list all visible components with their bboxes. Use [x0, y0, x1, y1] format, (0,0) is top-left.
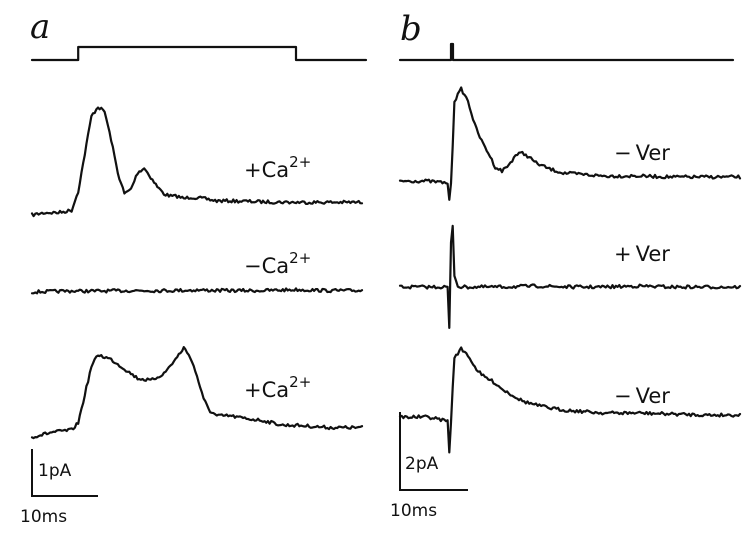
trace-b-minus-ver-2: [398, 346, 742, 454]
trace-a-plus-ca-1: [30, 106, 364, 218]
trace-a-plus-ca-2: [30, 346, 364, 440]
scale-label-a-current: 1pA: [38, 461, 72, 481]
label-a-minus-ca: −Ca2+: [244, 249, 311, 278]
scale-bar-b: [399, 412, 468, 491]
scale-bar-a: [31, 449, 98, 497]
label-a-plus-ca-2: +Ca2+: [244, 373, 311, 402]
label-b-minus-ver-1: − Ver: [614, 141, 670, 165]
trace-b-plus-ver: [398, 224, 742, 329]
trace-a-minus-ca: [30, 287, 364, 295]
panel-letter-b: b: [400, 9, 422, 49]
scale-label-b-current: 2pA: [405, 454, 439, 474]
label-b-plus-ver: + Ver: [614, 242, 670, 266]
label-a-plus-ca-1: +Ca2+: [244, 153, 311, 182]
scale-label-b-time: 10ms: [390, 501, 437, 521]
stimulus-pulse-b: [398, 42, 735, 62]
panel-letter-a: a: [30, 7, 50, 47]
scale-label-a-time: 10ms: [20, 507, 67, 527]
stimulus-step-a: [30, 45, 368, 62]
trace-b-minus-ver-1: [398, 86, 742, 201]
label-b-minus-ver-2: − Ver: [614, 384, 670, 408]
